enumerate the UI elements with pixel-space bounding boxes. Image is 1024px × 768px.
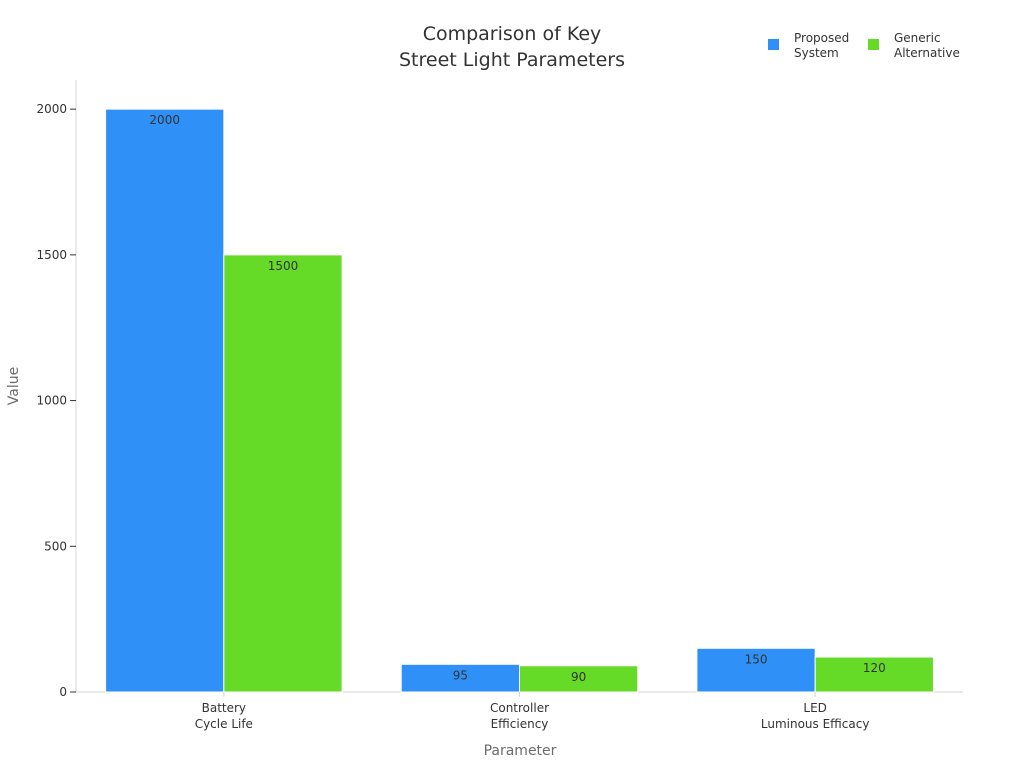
- data-labels: 2000 1500 95 90 150 120: [149, 113, 885, 684]
- y-axis-title: Value: [6, 367, 22, 405]
- legend-label-proposed-system-line-1: Proposed: [794, 31, 849, 45]
- y-tick-label-2000: 2000: [36, 102, 67, 116]
- legend-swatch-generic-alternative: [868, 39, 879, 50]
- data-label-generic-alternative-controller-efficiency: 90: [571, 670, 586, 684]
- data-label-proposed-system-controller-efficiency: 95: [453, 668, 468, 682]
- y-tick-label-0: 0: [59, 685, 67, 699]
- legend-label-proposed-system-line-2: System: [794, 46, 839, 60]
- x-tick-label-controller-efficiency-line-1: Controller: [490, 701, 549, 715]
- y-tick-label-500: 500: [44, 539, 67, 553]
- x-tick-label-led-luminous-efficacy-line-1: LED: [803, 701, 827, 715]
- bars: [105, 108, 934, 693]
- data-label-proposed-system-led-luminous-efficacy: 150: [745, 652, 768, 666]
- data-label-generic-alternative-battery-cycle-life: 1500: [268, 259, 299, 273]
- bar-generic-alternative-led-luminous-efficacy: [814, 656, 934, 693]
- x-tick-label-led-luminous-efficacy-line-2: Luminous Efficacy: [761, 717, 870, 731]
- y-ticks: 0 500 1000 1500 2000: [36, 102, 76, 699]
- x-ticks: Battery Cycle Life Controller Efficiency LED…: [195, 692, 870, 731]
- chart-title-line-2: Street Light Parameters: [399, 49, 625, 71]
- bar-proposed-system-controller-efficiency: [400, 663, 521, 693]
- y-tick-label-1000: 1000: [36, 394, 67, 408]
- bar-generic-alternative-controller-efficiency: [519, 665, 639, 693]
- legend-label-generic-alternative-line-2: Alternative: [894, 46, 960, 60]
- data-label-generic-alternative-led-luminous-efficacy: 120: [863, 661, 886, 675]
- bar-proposed-system-led-luminous-efficacy: [696, 647, 816, 693]
- bar-generic-alternative-battery-cycle-life: [223, 254, 343, 693]
- legend-swatch-proposed-system: [768, 39, 779, 50]
- chart-title-line-1: Comparison of Key: [423, 23, 602, 45]
- legend: Proposed System Generic Alternative: [768, 31, 960, 60]
- data-label-proposed-system-battery-cycle-life: 2000: [149, 113, 180, 127]
- x-tick-label-controller-efficiency-line-2: Efficiency: [491, 717, 549, 731]
- x-axis-title: Parameter: [484, 743, 557, 759]
- x-tick-label-battery-cycle-life-line-2: Cycle Life: [195, 717, 253, 731]
- y-tick-label-1500: 1500: [36, 248, 67, 262]
- x-tick-label-battery-cycle-life-line-1: Battery: [202, 701, 246, 715]
- bar-proposed-system-battery-cycle-life: [105, 108, 225, 693]
- legend-label-generic-alternative-line-1: Generic: [894, 31, 941, 45]
